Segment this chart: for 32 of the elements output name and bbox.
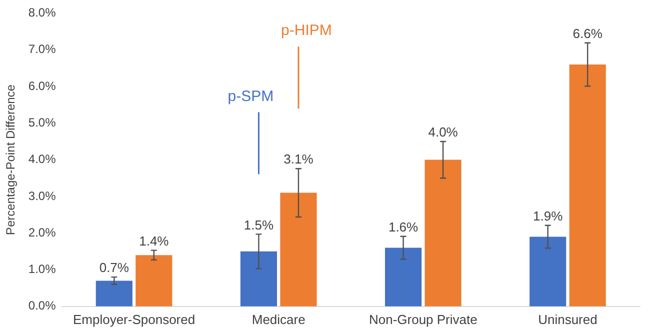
bar bbox=[569, 64, 606, 306]
y-tick-label: 7.0% bbox=[28, 42, 56, 56]
y-tick-label: 3.0% bbox=[28, 188, 56, 203]
bar bbox=[136, 255, 172, 306]
bar bbox=[384, 248, 422, 306]
y-tick-label: 8.0% bbox=[28, 6, 56, 20]
y-tick-label: 4.0% bbox=[28, 152, 56, 166]
text: p-HIPM bbox=[281, 22, 332, 40]
data-label: 1.4% bbox=[139, 233, 170, 248]
y-tick-label: 1.0% bbox=[28, 262, 56, 276]
data-label: 1.9% bbox=[533, 208, 564, 224]
y-tick-label: 0.0% bbox=[28, 298, 56, 313]
data-label: 3.1% bbox=[284, 152, 314, 167]
bar bbox=[240, 251, 278, 306]
y-tick-label: 2.0% bbox=[28, 225, 56, 240]
bar bbox=[530, 236, 566, 306]
y-tick-label: 6.0% bbox=[28, 78, 56, 93]
data-label: 4.0% bbox=[428, 124, 458, 140]
data-label: 0.7% bbox=[99, 260, 130, 276]
y-axis-title: Percentage-Point Difference bbox=[4, 84, 18, 236]
x-tick-label: Employer-Sponsored bbox=[72, 312, 196, 327]
bar bbox=[96, 280, 132, 306]
data-label: 1.6% bbox=[388, 219, 419, 234]
x-tick-label: Medicare bbox=[252, 312, 306, 327]
y-tick-label: 5.0% bbox=[28, 115, 56, 130]
bar bbox=[424, 160, 462, 306]
x-tick-label: Uninsured bbox=[538, 312, 598, 327]
data-label: 6.6% bbox=[572, 26, 603, 41]
x-tick-label: Non-Group Private bbox=[368, 312, 478, 327]
bar bbox=[280, 192, 317, 306]
text: p-SPM bbox=[228, 88, 274, 105]
data-label: 1.5% bbox=[244, 217, 274, 232]
